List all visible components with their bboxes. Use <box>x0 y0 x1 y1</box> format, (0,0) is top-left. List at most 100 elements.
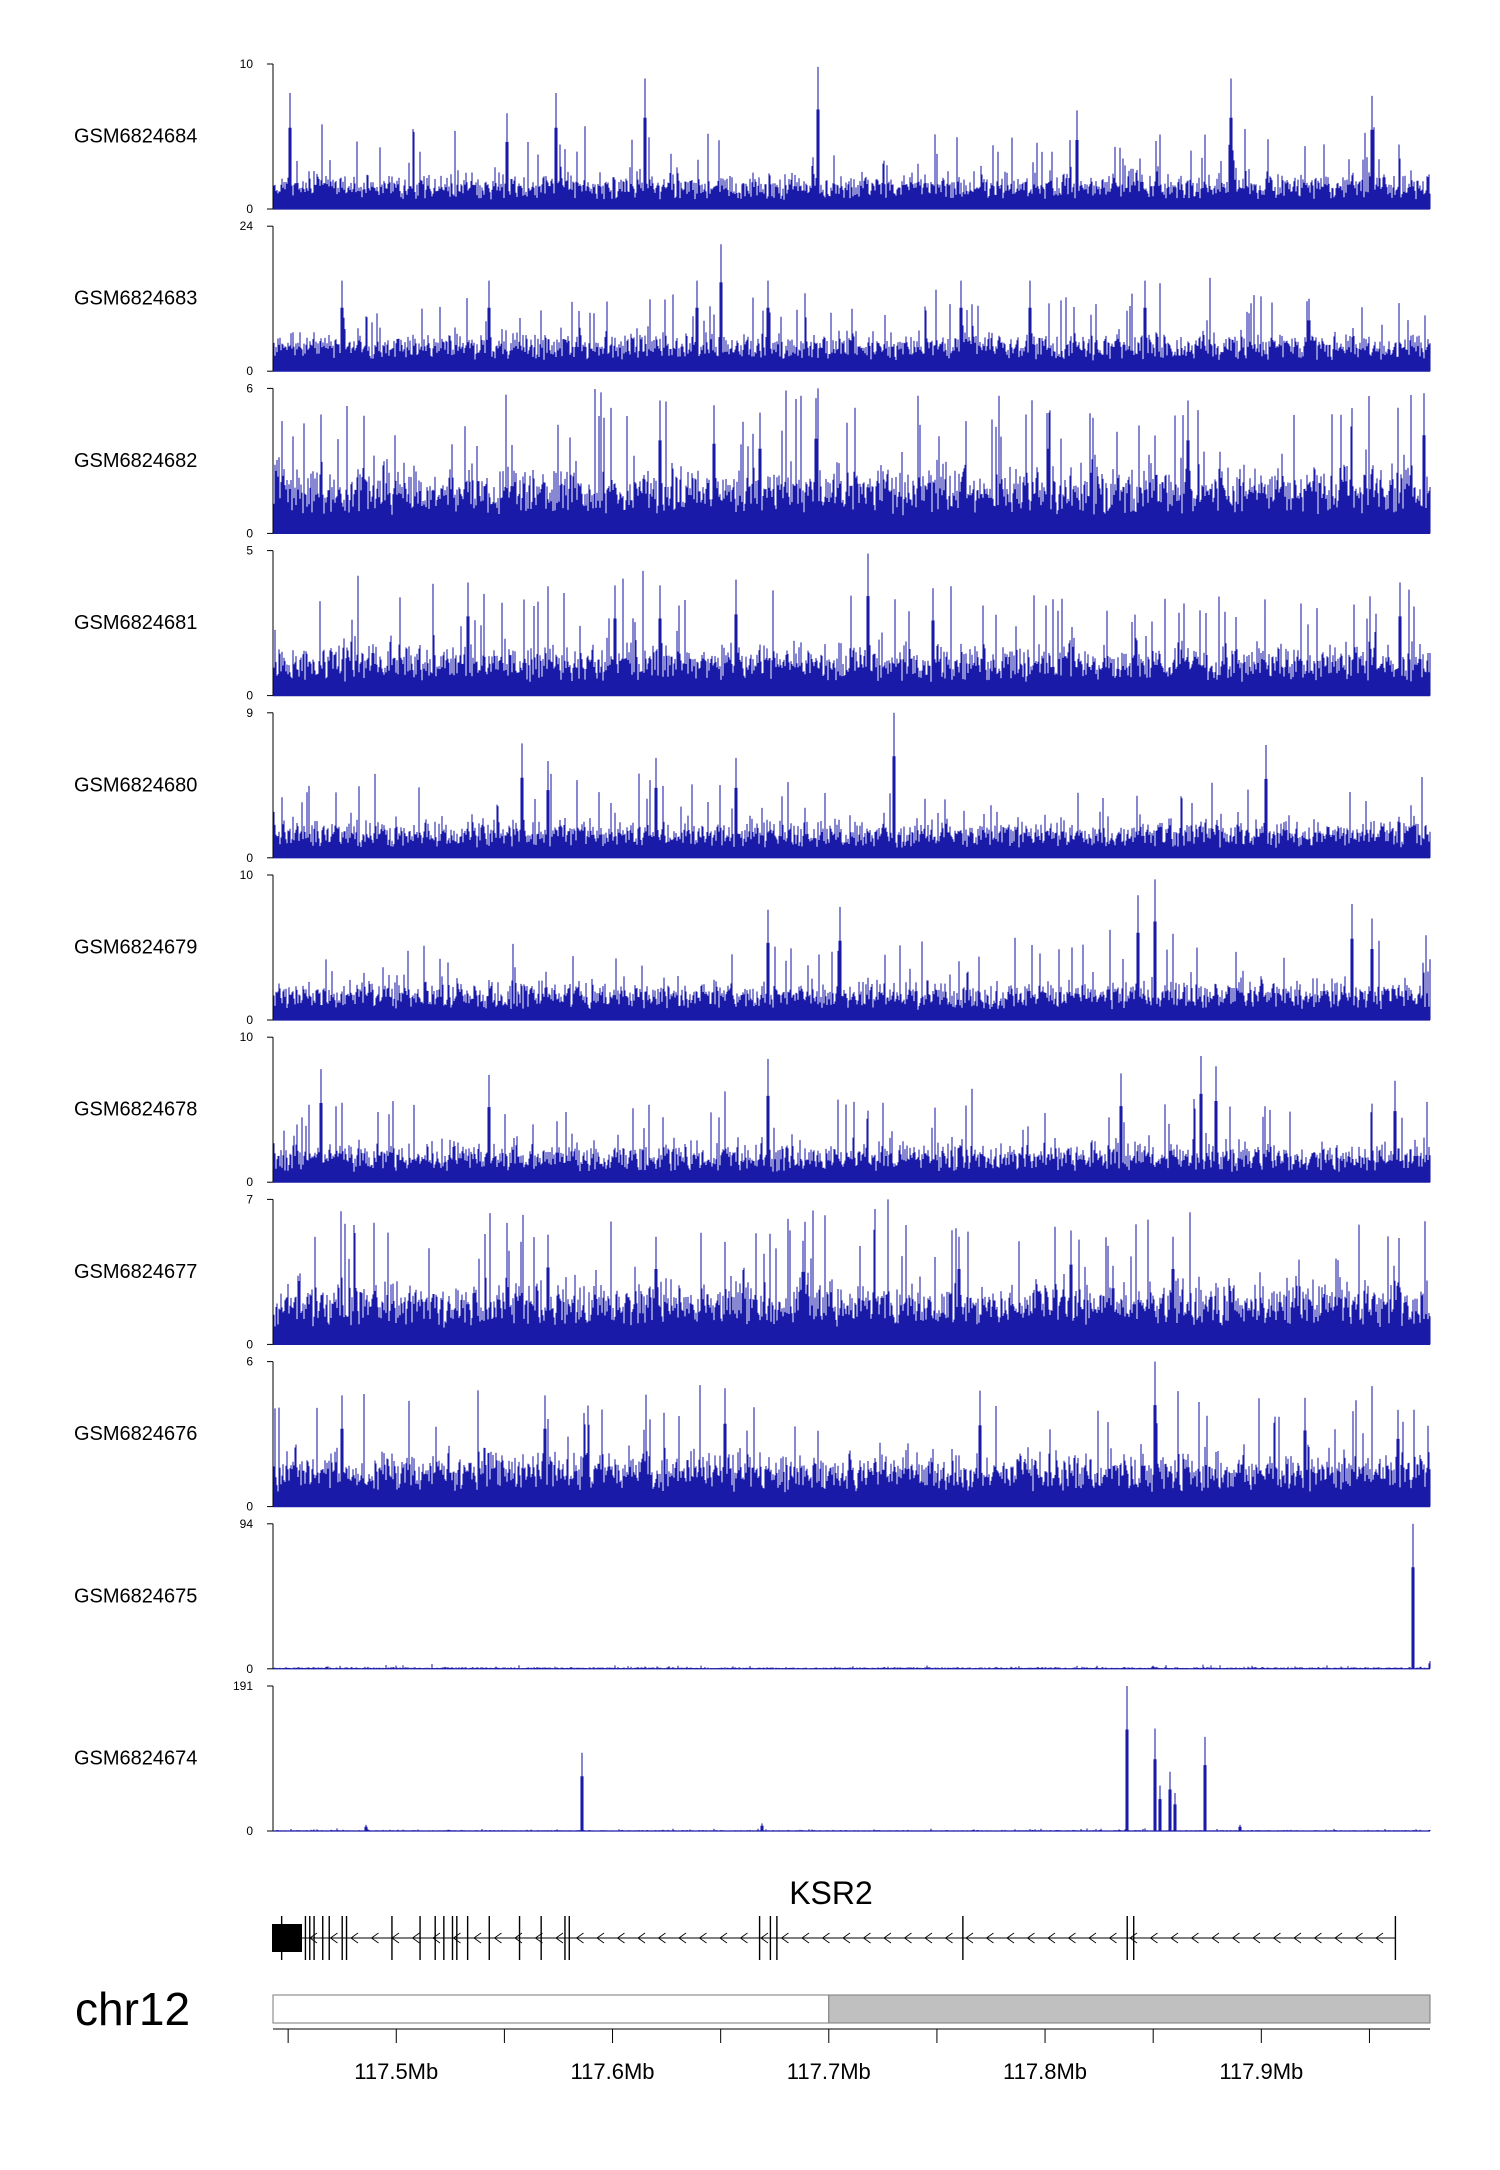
strand-arrow <box>1375 1932 1384 1944</box>
y-axis-max-label: 10 <box>240 868 254 882</box>
gene-track: KSR2 <box>272 1875 1397 1960</box>
strand-arrow <box>1108 1932 1117 1944</box>
y-axis-max-label: 94 <box>240 1517 254 1531</box>
strand-arrow <box>616 1932 625 1944</box>
track-GSM6824675: GSM6824675 94 0 <box>74 1517 1431 1676</box>
y-axis-min-label: 0 <box>246 1824 253 1838</box>
strand-arrow <box>944 1932 953 1944</box>
strand-arrow <box>1170 1932 1179 1944</box>
strand-arrow <box>965 1932 974 1944</box>
strand-arrow <box>1293 1932 1302 1944</box>
strand-arrow <box>1272 1932 1281 1944</box>
strand-arrow <box>596 1932 605 1944</box>
track-label: GSM6824684 <box>74 126 197 148</box>
track-label: GSM6824681 <box>74 612 197 634</box>
strand-arrow <box>719 1932 728 1944</box>
track-label: GSM6824676 <box>74 1423 197 1445</box>
strand-arrow <box>1149 1932 1158 1944</box>
x-axis-tick-label: 117.9Mb <box>1219 2059 1303 2084</box>
strand-arrow <box>1354 1932 1363 1944</box>
strand-arrow <box>411 1932 420 1944</box>
y-axis-min-label: 0 <box>246 1500 253 1514</box>
strand-arrow <box>678 1932 687 1944</box>
y-axis-max-label: 10 <box>240 1030 254 1044</box>
signal-area <box>273 1361 1431 1507</box>
x-axis-tick-label: 117.5Mb <box>354 2059 438 2084</box>
strand-arrow <box>1129 1932 1138 1944</box>
strand-arrow <box>1088 1932 1097 1944</box>
track-GSM6824682: GSM6824682 6 0 <box>74 381 1431 540</box>
strand-arrow <box>1047 1932 1056 1944</box>
strand-arrow <box>432 1932 441 1944</box>
y-axis-max-label: 7 <box>246 1192 253 1206</box>
y-axis-min-label: 0 <box>246 202 253 216</box>
ideogram-band-light <box>272 1994 830 2024</box>
chromosome-ideogram: chr12 <box>75 1983 1431 2035</box>
track-GSM6824677: GSM6824677 7 0 <box>74 1192 1431 1351</box>
y-axis-max-label: 10 <box>240 57 254 71</box>
strand-arrow <box>903 1932 912 1944</box>
strand-arrow <box>637 1932 646 1944</box>
track-label: GSM6824682 <box>74 450 197 472</box>
strand-arrow <box>534 1932 543 1944</box>
signal-tracks: GSM6824684100GSM6824683240GSM682468260GS… <box>74 57 1431 1838</box>
track-GSM6824676: GSM6824676 6 0 <box>74 1355 1431 1514</box>
y-axis-min-label: 0 <box>246 1662 253 1676</box>
signal-area <box>273 66 1431 209</box>
x-axis-tick-label: 117.6Mb <box>571 2059 655 2084</box>
y-axis-max-label: 191 <box>233 1679 253 1693</box>
y-axis-min-label: 0 <box>246 364 253 378</box>
strand-arrow <box>575 1932 584 1944</box>
track-GSM6824680: GSM6824680 9 0 <box>74 706 1431 865</box>
track-GSM6824679: GSM6824679 10 0 <box>74 868 1431 1027</box>
y-axis-max-label: 5 <box>246 544 253 558</box>
strand-arrow <box>473 1932 482 1944</box>
strand-arrow <box>514 1932 523 1944</box>
strand-arrow <box>801 1932 810 1944</box>
track-GSM6824684: GSM6824684 10 0 <box>74 57 1431 216</box>
strand-arrow <box>1190 1932 1199 1944</box>
track-label: GSM6824680 <box>74 774 197 796</box>
y-axis-max-label: 6 <box>246 381 253 395</box>
gene-utr-block <box>272 1924 302 1952</box>
strand-arrow <box>924 1932 933 1944</box>
signal-area <box>273 712 1431 858</box>
track-label: GSM6824674 <box>74 1748 197 1770</box>
y-axis-min-label: 0 <box>246 1013 253 1027</box>
signal-area <box>273 388 1431 534</box>
track-label: GSM6824683 <box>74 288 197 310</box>
strand-arrow <box>1026 1932 1035 1944</box>
strand-arrow <box>862 1932 871 1944</box>
track-GSM6824678: GSM6824678 10 0 <box>74 1030 1431 1189</box>
chromosome-label: chr12 <box>75 1983 190 2035</box>
x-axis-tick-label: 117.8Mb <box>1003 2059 1087 2084</box>
gene-name-label: KSR2 <box>789 1875 873 1911</box>
ideogram-band-dark <box>828 1994 1431 2024</box>
track-label: GSM6824678 <box>74 1099 197 1121</box>
y-axis-max-label: 9 <box>246 706 253 720</box>
strand-arrow <box>452 1932 461 1944</box>
strand-arrow <box>1211 1932 1220 1944</box>
signal-area <box>273 1523 1431 1669</box>
y-axis-min-label: 0 <box>246 1175 253 1189</box>
strand-arrow <box>821 1932 830 1944</box>
strand-arrow <box>657 1932 666 1944</box>
track-GSM6824674: GSM6824674 191 0 <box>74 1679 1431 1838</box>
strand-arrow <box>391 1932 400 1944</box>
strand-arrow <box>1252 1932 1261 1944</box>
strand-arrow <box>370 1932 379 1944</box>
strand-arrow <box>1231 1932 1240 1944</box>
strand-arrow <box>698 1932 707 1944</box>
signal-area <box>273 1686 1431 1831</box>
strand-arrow <box>985 1932 994 1944</box>
track-label: GSM6824679 <box>74 937 197 959</box>
y-axis-min-label: 0 <box>246 689 253 703</box>
strand-arrow <box>350 1932 359 1944</box>
y-axis-min-label: 0 <box>246 1337 253 1351</box>
signal-area <box>273 879 1431 1020</box>
track-label: GSM6824675 <box>74 1585 197 1607</box>
x-axis-tick-label: 117.7Mb <box>787 2059 871 2084</box>
strand-arrow <box>1006 1932 1015 1944</box>
signal-area <box>273 1056 1431 1183</box>
